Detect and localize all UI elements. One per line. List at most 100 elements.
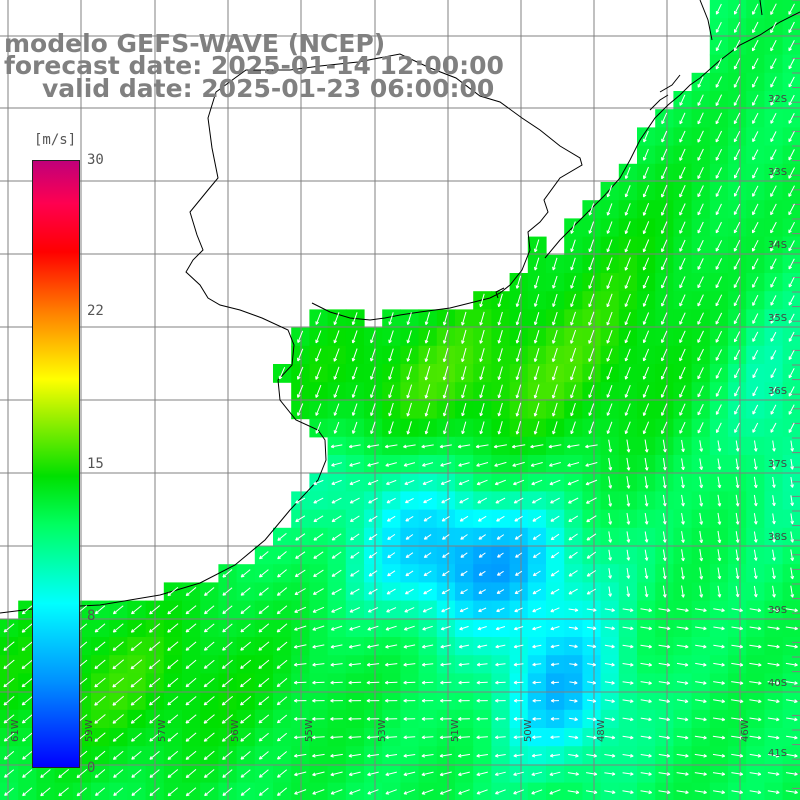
wind-arrow: [222, 750, 233, 760]
wind-arrow: [772, 458, 776, 470]
wind-arrow: [330, 444, 343, 449]
wind-arrow: [626, 494, 631, 507]
wind-arrow: [185, 750, 197, 760]
wind-arrow: [423, 552, 432, 558]
wind-arrow: [731, 644, 744, 649]
wind-arrow: [586, 570, 597, 577]
wind-arrow: [367, 625, 379, 631]
wind-arrow: [679, 239, 686, 252]
wind-arrow: [681, 476, 685, 489]
wind-arrow: [713, 644, 725, 649]
wind-arrow: [405, 515, 414, 522]
wind-arrow: [790, 585, 795, 598]
wind-arrow: [733, 258, 741, 270]
wind-arrow: [312, 680, 325, 685]
wind-arrow: [476, 462, 489, 467]
wind-arrow: [149, 623, 161, 633]
wind-arrow: [258, 714, 270, 724]
wind-arrow: [770, 76, 777, 88]
wind-arrow: [333, 384, 340, 398]
wind-arrow: [386, 588, 396, 595]
wind-arrow: [406, 312, 412, 325]
wind-arrow: [642, 366, 650, 380]
wind-arrow: [478, 607, 487, 613]
wind-arrow: [568, 570, 578, 577]
wind-arrow: [735, 512, 740, 525]
colorbar-tick-22: 22: [87, 303, 104, 319]
wind-arrow: [585, 479, 598, 486]
wind-arrow: [713, 626, 725, 631]
wind-arrow: [330, 698, 343, 703]
lat-label: 33S: [768, 167, 788, 178]
wind-arrow: [624, 293, 631, 307]
wind-arrow: [662, 458, 667, 471]
wind-arrow: [624, 312, 631, 326]
wind-arrow: [258, 641, 270, 651]
wind-arrow: [642, 312, 650, 325]
wind-arrow: [626, 457, 631, 471]
wind-arrow: [588, 239, 595, 253]
wind-arrow: [368, 515, 378, 522]
wind-arrow: [713, 699, 725, 704]
wind-arrow: [315, 421, 322, 434]
wind-arrow: [644, 457, 649, 471]
wind-arrow: [513, 771, 524, 776]
wind-arrow: [331, 479, 342, 485]
wind-arrow: [513, 789, 524, 795]
wind-arrow: [330, 644, 343, 649]
lat-label: 37S: [768, 459, 788, 470]
wind-arrow: [788, 112, 795, 124]
wind-arrow: [385, 771, 397, 777]
wind-arrow: [752, 185, 759, 197]
wind-arrow: [495, 717, 506, 721]
wind-arrow: [715, 294, 723, 307]
wind-arrow: [312, 735, 325, 740]
wind-arrow: [495, 753, 506, 758]
wind-arrow: [749, 735, 762, 740]
wind-arrow: [349, 479, 361, 486]
wind-arrow: [385, 717, 398, 721]
wind-arrow: [461, 366, 467, 381]
wind-arrow: [626, 512, 631, 525]
wind-arrow: [497, 348, 503, 362]
wind-arrow: [348, 717, 362, 721]
wind-arrow: [315, 366, 322, 380]
wind-arrow: [331, 497, 342, 504]
wind-arrow: [697, 422, 704, 434]
wind-arrow: [221, 732, 233, 742]
wind-arrow: [767, 735, 780, 740]
wind-arrow: [185, 677, 197, 688]
wind-arrow: [221, 659, 233, 669]
wind-arrow: [658, 753, 671, 758]
wind-arrow: [515, 275, 522, 289]
wind-arrow: [604, 608, 615, 612]
wind-arrow: [786, 717, 798, 722]
wind-arrow: [697, 203, 704, 216]
wind-arrow: [586, 626, 597, 631]
wind-arrow: [113, 787, 124, 796]
wind-arrow: [367, 644, 379, 649]
wind-arrow: [221, 696, 234, 706]
wind-arrow: [532, 626, 542, 631]
wind-arrow: [624, 330, 631, 344]
wind-arrow: [313, 533, 324, 541]
wind-arrow: [349, 588, 360, 595]
wind-arrow: [604, 717, 616, 722]
wind-arrow: [642, 185, 650, 198]
wind-arrow: [551, 347, 558, 363]
valid-date: valid date: 2025-01-23 06:00:00: [42, 74, 495, 103]
wind-arrow: [770, 167, 777, 179]
wind-arrow: [458, 698, 470, 703]
wind-arrow: [733, 112, 741, 125]
wind-arrow: [734, 422, 740, 433]
wind-arrow: [331, 533, 342, 541]
wind-arrow: [713, 790, 725, 795]
wind-arrow: [204, 605, 215, 615]
wind-arrow: [497, 421, 503, 435]
wind-arrow: [752, 276, 759, 288]
wind-arrow: [568, 608, 579, 612]
wind-arrow: [588, 221, 595, 234]
wind-arrow: [770, 240, 777, 252]
wind-arrow: [643, 148, 649, 161]
